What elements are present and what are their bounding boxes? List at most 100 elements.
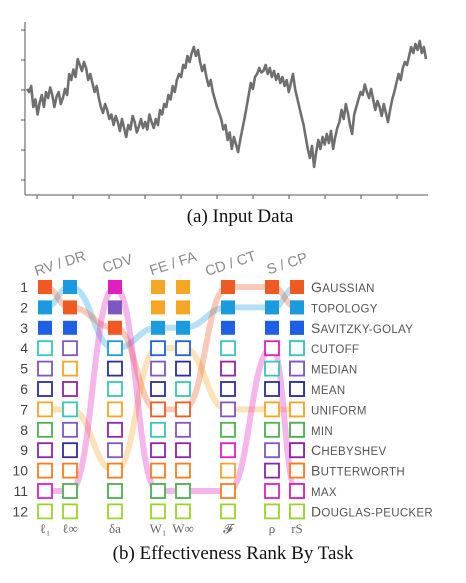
- rank-square: [264, 421, 280, 438]
- method-key-square: [290, 300, 304, 315]
- rank-square: [150, 483, 166, 499]
- rank-square: [265, 300, 279, 315]
- rank-square: [38, 280, 52, 294]
- rank-square: [264, 483, 280, 499]
- rank-flow-line: [42, 283, 300, 494]
- rank-square: [37, 483, 53, 499]
- rank-square: [150, 421, 166, 438]
- caption-a: (a) Input Data: [187, 206, 294, 227]
- rank-square: [220, 401, 236, 418]
- rank-number: 11: [13, 483, 28, 499]
- method-key-square: [289, 462, 305, 479]
- rank-square: [220, 421, 236, 438]
- rank-square: [264, 401, 280, 418]
- rank-square: [150, 503, 166, 520]
- method-key-square: [290, 280, 304, 294]
- rank-square: [265, 280, 279, 294]
- rank-square: [150, 340, 166, 357]
- rank-square: [107, 483, 123, 499]
- metric-label: rS: [291, 521, 303, 536]
- rank-square: [176, 320, 190, 335]
- method-label: BUTTERWORTH: [311, 463, 405, 479]
- method-label-rest: MAX: [311, 487, 337, 499]
- metric-label: ℓ∞: [62, 521, 78, 536]
- rank-square: [108, 300, 122, 315]
- task-group-label: CD / CT: [203, 248, 258, 279]
- rank-number: 8: [20, 422, 28, 438]
- method-label-rest: MIN: [311, 426, 333, 438]
- rank-square: [62, 381, 78, 397]
- rank-square: [108, 320, 122, 335]
- rank-square: [150, 381, 166, 397]
- rank-square: [221, 280, 235, 294]
- method-label-rest: HEBYSHEV: [321, 446, 386, 458]
- rank-number: 1: [20, 279, 28, 295]
- rank-square: [108, 280, 122, 294]
- rank-square: [38, 300, 52, 315]
- method-label-rest: OUGLAS-PEUCKER: [321, 507, 433, 519]
- rank-square: [63, 300, 77, 315]
- rank-square: [37, 421, 53, 438]
- rank-square: [175, 503, 191, 520]
- method-label: GAUSSIAN: [311, 279, 375, 295]
- rank-square: [37, 340, 53, 357]
- rank-square: [220, 462, 236, 479]
- method-label: DOUGLAS-PEUCKER: [311, 503, 433, 519]
- method-label: CUTOFF: [311, 344, 359, 356]
- effectiveness-rank-panel: RV / DR CDV FE / FA CD / CT S / CP 123456789…: [12, 248, 433, 564]
- rank-square: [62, 360, 78, 377]
- method-key-square: [289, 483, 305, 499]
- rank-square: [107, 381, 123, 397]
- method-label-rest: MEDIAN: [311, 365, 358, 377]
- rank-square: [107, 401, 123, 418]
- rank-square: [176, 300, 190, 315]
- rank-flow-line: [42, 284, 300, 413]
- rank-square: [175, 401, 191, 418]
- method-label: MIN: [311, 426, 333, 438]
- method-label-rest: AVITZKY-GOLAY: [321, 324, 414, 336]
- rank-square: [220, 442, 236, 459]
- rank-square: [107, 421, 123, 438]
- rank-square: [264, 381, 280, 397]
- method-label: CHEBYSHEV: [311, 442, 386, 458]
- task-group-label: CDV: [101, 252, 135, 277]
- rank-square: [265, 320, 279, 335]
- rank-square: [175, 442, 191, 459]
- rank-square: [176, 280, 190, 294]
- rank-square: [221, 320, 235, 335]
- rank-square: [264, 462, 280, 479]
- rank-square: [63, 280, 77, 294]
- method-label-rest: MEAN: [311, 385, 345, 397]
- rank-square: [151, 300, 165, 315]
- rank-number: 12: [12, 503, 28, 519]
- rank-number: 5: [20, 361, 28, 377]
- rank-square: [150, 360, 166, 377]
- input-data-axes: [21, 22, 428, 199]
- method-labels: GAUSSIAN TOPOLOGY SAVITZKY-GOLAY CUTOFF MEDI…: [289, 279, 433, 519]
- metric-label: W∞: [172, 521, 194, 536]
- metric-label: δa: [109, 521, 121, 536]
- rank-square: [151, 320, 165, 335]
- method-key-square: [289, 381, 305, 397]
- metric-label: ℓ₁: [40, 521, 51, 536]
- rank-square: [175, 381, 191, 397]
- method-label-initial: S: [311, 320, 321, 336]
- rank-square: [175, 462, 191, 479]
- input-data-line: [25, 39, 428, 169]
- rank-square: [220, 360, 236, 377]
- method-label: UNIFORM: [311, 405, 367, 417]
- rank-square: [264, 340, 280, 357]
- method-key-square: [289, 360, 305, 377]
- method-label-rest: TOPOLOGY: [311, 303, 378, 315]
- method-key-square: [290, 320, 304, 335]
- rank-square: [264, 442, 280, 459]
- rank-square: [62, 401, 78, 418]
- caption-b: (b) Effectiveness Rank By Task: [113, 543, 354, 564]
- method-label-initial: C: [311, 442, 321, 458]
- method-label-initial: B: [311, 463, 321, 479]
- rank-square: [150, 462, 166, 479]
- rank-square: [107, 462, 123, 479]
